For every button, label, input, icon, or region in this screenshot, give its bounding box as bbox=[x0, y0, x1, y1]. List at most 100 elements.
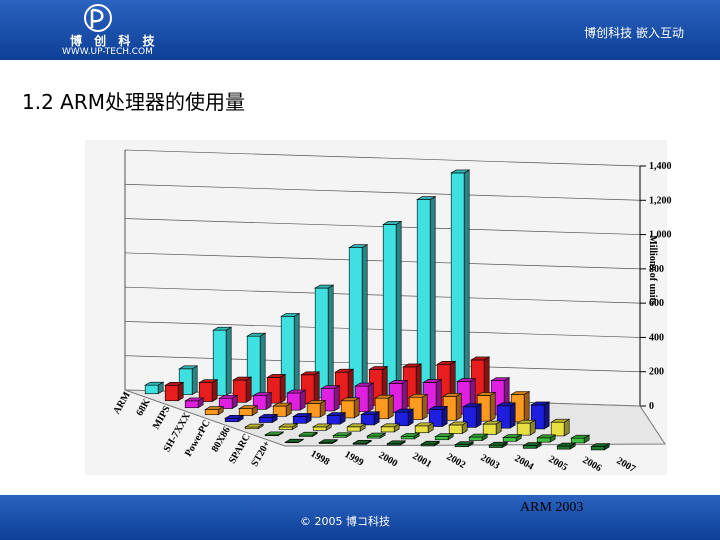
bar-top bbox=[428, 406, 449, 410]
bar-top bbox=[212, 326, 233, 331]
bar-top bbox=[454, 441, 475, 445]
bar-front bbox=[144, 384, 159, 395]
bar bbox=[244, 423, 265, 430]
bar-top bbox=[436, 360, 457, 365]
bar-side bbox=[353, 397, 360, 419]
bar-top bbox=[300, 371, 321, 376]
grid-line bbox=[124, 183, 641, 201]
logo-icon bbox=[84, 4, 112, 32]
bar-top bbox=[408, 393, 429, 398]
bar-top bbox=[522, 442, 543, 446]
bar-side bbox=[395, 220, 402, 400]
bar-top bbox=[394, 408, 415, 413]
logo-text: 博 创 科 技 bbox=[70, 34, 159, 48]
bar-top bbox=[388, 380, 409, 384]
bar-side bbox=[421, 393, 428, 421]
bar bbox=[416, 196, 437, 401]
bar bbox=[266, 373, 287, 404]
bar-top bbox=[284, 438, 305, 443]
bar-top bbox=[488, 441, 509, 446]
bar-front bbox=[204, 409, 219, 416]
bar-front bbox=[346, 426, 361, 432]
bar-top bbox=[434, 433, 455, 437]
bar-top bbox=[258, 414, 279, 418]
bar bbox=[366, 432, 387, 439]
bar bbox=[522, 442, 543, 449]
bar-top bbox=[450, 169, 471, 174]
bar-top bbox=[468, 433, 489, 438]
bar-top bbox=[470, 356, 491, 361]
bar-side bbox=[245, 376, 252, 403]
bar-top bbox=[482, 420, 503, 425]
bar-top bbox=[332, 432, 353, 436]
bar-top bbox=[334, 368, 355, 373]
bar-top bbox=[366, 432, 387, 437]
bar-top bbox=[456, 378, 477, 382]
bar bbox=[394, 408, 415, 427]
bar-top bbox=[252, 392, 273, 396]
bar bbox=[332, 432, 353, 438]
bar-side bbox=[441, 405, 448, 428]
logo-url: WWW.UP-TECH.COM bbox=[62, 47, 153, 57]
bar-top bbox=[380, 423, 401, 428]
bar-front bbox=[326, 415, 341, 425]
bar-top bbox=[496, 402, 517, 407]
bar-side bbox=[313, 371, 320, 405]
bar bbox=[346, 423, 367, 432]
bar bbox=[556, 442, 577, 450]
bar-front bbox=[278, 426, 293, 430]
bar-top bbox=[306, 400, 327, 404]
bar-side bbox=[523, 390, 530, 423]
bar bbox=[468, 433, 489, 442]
bar-top bbox=[386, 440, 407, 445]
bar bbox=[536, 434, 557, 443]
bar-top bbox=[326, 412, 347, 416]
bar-top bbox=[286, 389, 307, 394]
grid-line bbox=[124, 355, 641, 373]
bar bbox=[184, 397, 205, 409]
bar-top bbox=[422, 379, 443, 383]
bar-top bbox=[536, 434, 557, 439]
bar-front bbox=[516, 422, 531, 436]
bar-front bbox=[292, 416, 307, 424]
bar-front bbox=[550, 421, 565, 437]
y-tick-label: 400 bbox=[649, 332, 664, 343]
bar-side bbox=[211, 379, 218, 403]
bar-front bbox=[400, 436, 415, 440]
footer-text: © 2005 博コ科技 bbox=[300, 515, 390, 528]
bar-top bbox=[382, 221, 403, 225]
bar bbox=[420, 440, 441, 447]
bar-top bbox=[298, 431, 319, 436]
bar-top bbox=[502, 434, 523, 438]
bar-top bbox=[462, 403, 483, 408]
bar-side bbox=[327, 284, 334, 399]
bar-top bbox=[272, 402, 293, 407]
bar-front bbox=[414, 425, 429, 434]
bar bbox=[340, 397, 361, 419]
bar-front bbox=[366, 435, 381, 439]
bar-front bbox=[448, 424, 463, 434]
grid-line bbox=[124, 218, 641, 235]
bar bbox=[360, 411, 381, 426]
bar-top bbox=[178, 365, 199, 370]
bar-side bbox=[279, 373, 286, 404]
bar bbox=[298, 431, 319, 438]
bar-top bbox=[516, 419, 537, 424]
y-tick-label: 1,200 bbox=[649, 195, 672, 206]
bar bbox=[482, 420, 503, 435]
bar-top bbox=[420, 440, 441, 445]
bar-top bbox=[354, 382, 375, 387]
bar-top bbox=[204, 406, 225, 410]
grid-line bbox=[124, 321, 641, 338]
bar-top bbox=[346, 423, 367, 428]
bar-top bbox=[348, 244, 369, 248]
bar-top bbox=[292, 413, 313, 417]
bar-side bbox=[367, 382, 374, 413]
bar-front bbox=[522, 445, 537, 449]
y-tick-label: 0 bbox=[649, 401, 654, 412]
bar bbox=[448, 421, 469, 435]
bar bbox=[238, 405, 259, 417]
bar bbox=[164, 381, 185, 402]
bar bbox=[454, 441, 475, 448]
